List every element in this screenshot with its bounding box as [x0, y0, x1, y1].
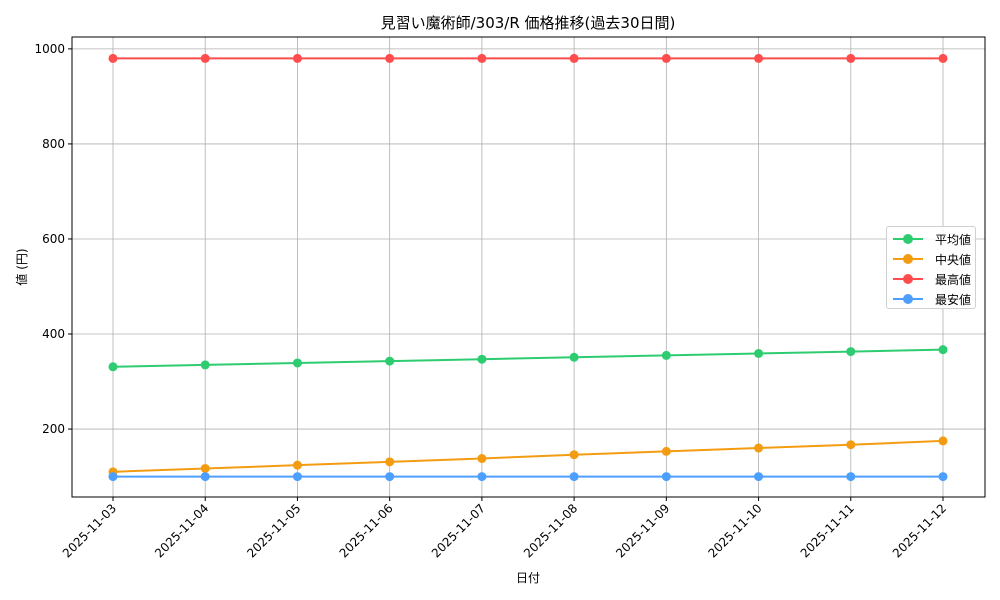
- y-tick-label: 800: [42, 137, 65, 151]
- y-tick-label: 600: [42, 232, 65, 246]
- y-tick-label: 1000: [34, 42, 65, 56]
- series-line: [112, 439, 944, 473]
- legend-marker-icon: [893, 234, 923, 244]
- data-point: [385, 53, 395, 63]
- x-tick-label: 2025-11-04: [152, 501, 211, 560]
- data-point: [938, 436, 948, 446]
- data-point: [754, 472, 764, 482]
- data-point: [846, 472, 856, 482]
- data-point: [108, 53, 118, 63]
- data-point: [200, 463, 210, 473]
- data-point: [200, 472, 210, 482]
- series-group: [108, 53, 948, 482]
- legend-item: 最安値: [893, 289, 975, 309]
- data-point: [569, 450, 579, 460]
- data-point: [385, 457, 395, 467]
- legend-marker-icon: [893, 254, 923, 264]
- legend-item: 最高値: [893, 269, 975, 289]
- legend-item: 中央値: [893, 249, 975, 269]
- data-point: [292, 358, 302, 368]
- x-tick-label: 2025-11-09: [613, 501, 672, 560]
- legend-label: 最安値: [935, 292, 972, 307]
- x-tick-label: 2025-11-08: [521, 501, 580, 560]
- data-point: [846, 53, 856, 63]
- x-tick-label: 2025-11-12: [890, 501, 949, 560]
- series-3: [108, 472, 948, 482]
- data-point: [200, 53, 210, 63]
- data-point: [661, 350, 671, 360]
- y-axis: 200 400 600 800 1000: [34, 42, 72, 436]
- data-point: [292, 460, 302, 470]
- data-point: [385, 472, 395, 482]
- y-tick-label: 200: [42, 422, 65, 436]
- y-axis-label: 値 (円): [14, 248, 29, 285]
- data-point: [477, 472, 487, 482]
- x-axis-label: 日付: [516, 571, 540, 585]
- series-1: [108, 436, 948, 477]
- x-tick-label: 2025-11-10: [705, 501, 764, 560]
- series-0: [108, 345, 948, 372]
- data-point: [938, 345, 948, 355]
- legend-marker-icon: [893, 294, 923, 304]
- data-point: [569, 352, 579, 362]
- legend-label: 最高値: [935, 272, 972, 287]
- data-point: [292, 472, 302, 482]
- data-point: [108, 472, 118, 482]
- x-axis: 2025-11-03 2025-11-04 2025-11-05 2025-11-06…: [60, 497, 949, 560]
- legend-label: 中央値: [935, 252, 972, 267]
- data-point: [661, 472, 671, 482]
- chart-title: 見習い魔術師/303/R 価格推移(過去30日間): [380, 14, 676, 32]
- plot-frame: [71, 36, 986, 498]
- data-point: [385, 356, 395, 366]
- x-tick-label: 2025-11-07: [429, 501, 488, 560]
- data-point: [846, 440, 856, 450]
- data-point: [477, 454, 487, 464]
- data-point: [200, 360, 210, 370]
- series-2: [108, 53, 948, 63]
- data-point: [754, 443, 764, 453]
- legend-marker-icon: [893, 274, 923, 284]
- x-tick-label: 2025-11-05: [244, 501, 303, 560]
- legend-item: 平均値: [893, 229, 975, 249]
- data-point: [292, 53, 302, 63]
- data-point: [569, 53, 579, 63]
- legend: 平均値中央値最高値最安値: [886, 226, 976, 309]
- data-point: [754, 348, 764, 358]
- data-point: [846, 347, 856, 357]
- data-point: [754, 53, 764, 63]
- data-point: [569, 472, 579, 482]
- x-tick-label: 2025-11-06: [337, 501, 396, 560]
- data-point: [108, 362, 118, 372]
- data-point: [477, 354, 487, 364]
- y-tick-label: 400: [42, 327, 65, 341]
- x-tick-label: 2025-11-11: [798, 501, 857, 560]
- data-point: [938, 472, 948, 482]
- data-point: [661, 446, 671, 456]
- data-point: [477, 53, 487, 63]
- data-point: [661, 53, 671, 63]
- data-point: [938, 53, 948, 63]
- series-line: [112, 348, 944, 368]
- x-tick-label: 2025-11-03: [60, 501, 119, 560]
- legend-label: 平均値: [935, 232, 972, 247]
- grid-lines: [72, 37, 985, 497]
